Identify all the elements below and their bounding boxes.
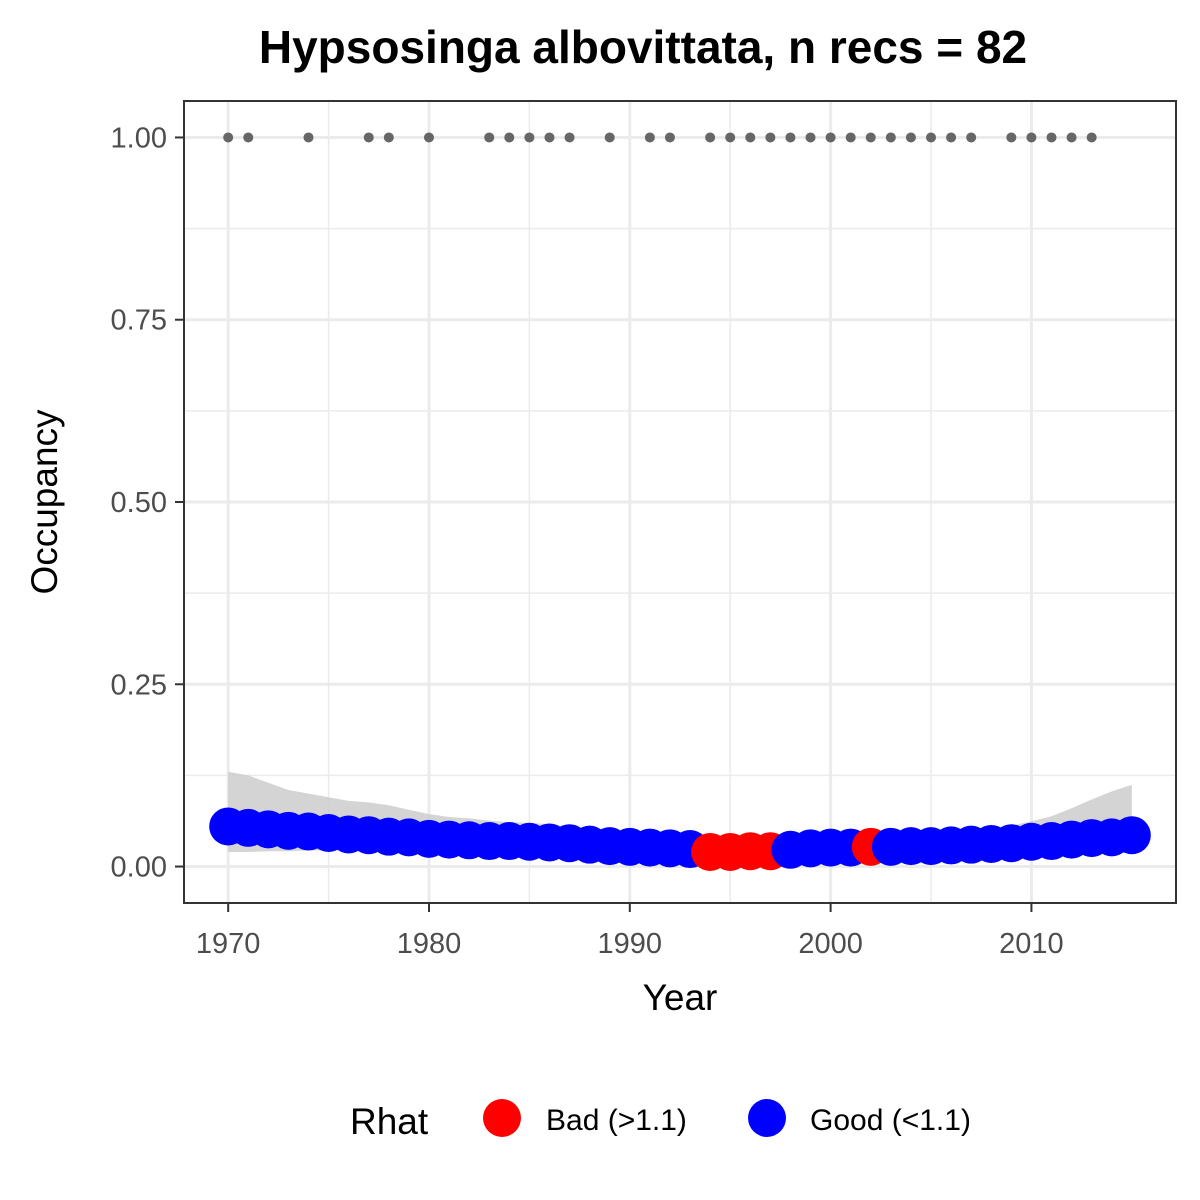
- x-tick-label: 1970: [196, 928, 261, 960]
- legend-swatch-bad: [483, 1099, 521, 1137]
- record-point: [725, 132, 736, 143]
- x-tick-label: 1980: [397, 928, 462, 960]
- record-point: [644, 132, 655, 143]
- record-point: [604, 132, 615, 143]
- legend-title: Rhat: [350, 1101, 429, 1142]
- record-point: [564, 132, 575, 143]
- grid-lines: [184, 101, 1176, 903]
- record-point: [1046, 132, 1057, 143]
- record-point: [383, 132, 394, 143]
- y-axis-title: Occupancy: [24, 409, 65, 595]
- record-points: [223, 132, 1097, 143]
- occupancy-points: [209, 807, 1151, 871]
- record-point: [905, 132, 916, 143]
- record-point: [1026, 132, 1037, 143]
- x-tick-label: 2010: [999, 928, 1064, 960]
- record-point: [524, 132, 535, 143]
- record-point: [1066, 132, 1077, 143]
- x-axis: 1970 1980 1990 2000 2010: [196, 903, 1064, 960]
- record-point: [363, 132, 374, 143]
- record-point: [705, 132, 716, 143]
- y-tick-label: 0.50: [111, 487, 167, 519]
- legend-label-bad: Bad (>1.1): [546, 1104, 687, 1137]
- chart-title: Hypsosinga albovittata, n recs = 82: [259, 21, 1027, 73]
- record-point: [825, 132, 836, 143]
- y-tick-label: 0.25: [111, 669, 167, 701]
- record-point: [223, 132, 234, 143]
- record-point: [966, 132, 977, 143]
- record-point: [303, 132, 314, 143]
- record-point: [805, 132, 816, 143]
- x-axis-title: Year: [643, 977, 718, 1018]
- occupancy-point: [1112, 816, 1151, 855]
- y-tick-label: 0.75: [111, 305, 167, 337]
- record-point: [504, 132, 515, 143]
- record-point: [664, 132, 675, 143]
- y-tick-label: 0.00: [111, 852, 167, 884]
- record-point: [243, 132, 254, 143]
- record-point: [1006, 132, 1017, 143]
- record-point: [885, 132, 896, 143]
- record-point: [845, 132, 856, 143]
- legend-swatch-good: [748, 1099, 786, 1137]
- y-axis: 0.00 0.25 0.50 0.75 1.00: [111, 122, 184, 884]
- record-point: [544, 132, 555, 143]
- record-point: [745, 132, 756, 143]
- record-point: [423, 132, 434, 143]
- legend-label-good: Good (<1.1): [810, 1104, 971, 1137]
- record-point: [926, 132, 937, 143]
- y-tick-label: 1.00: [111, 122, 167, 154]
- record-point: [865, 132, 876, 143]
- record-point: [484, 132, 495, 143]
- x-tick-label: 2000: [798, 928, 863, 960]
- x-tick-label: 1990: [598, 928, 663, 960]
- record-point: [785, 132, 796, 143]
- record-point: [946, 132, 957, 143]
- record-point: [1086, 132, 1097, 143]
- legend: Rhat Bad (>1.1) Good (<1.1): [350, 1099, 971, 1142]
- record-point: [765, 132, 776, 143]
